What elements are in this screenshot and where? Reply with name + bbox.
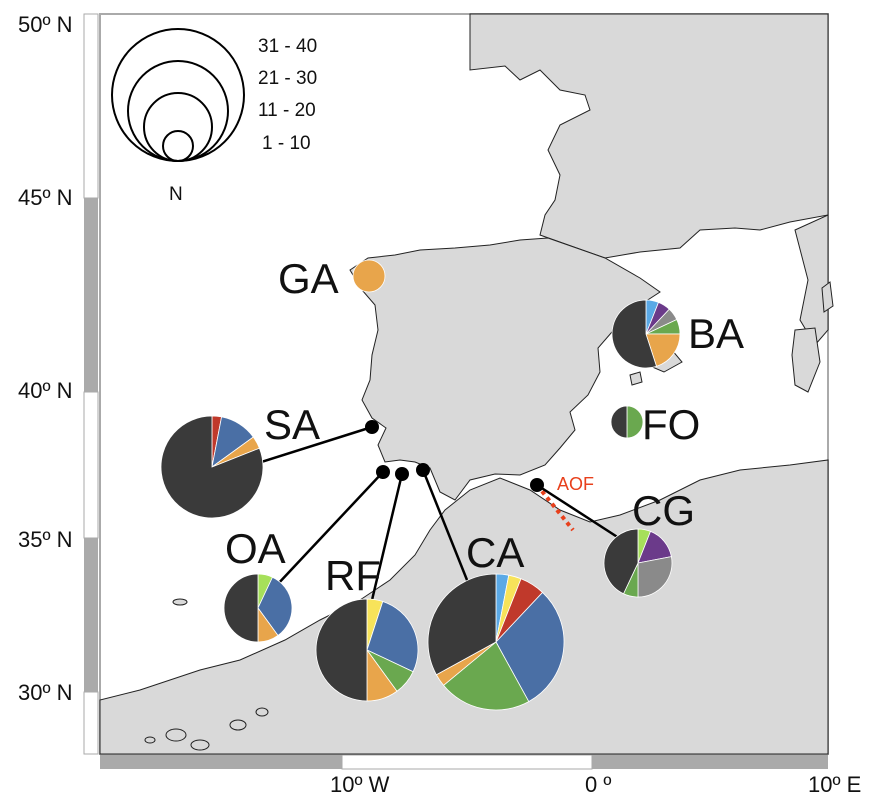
pie-slice-ca-4: [443, 641, 530, 711]
legend-circle-1-10: [162, 130, 194, 162]
site-dot-sa: [365, 420, 379, 434]
site-label-cg: CG: [632, 487, 695, 534]
landmass-france-north: [469, 13, 829, 259]
pie-slice-ga-0: [352, 259, 386, 293]
site-dots: [365, 420, 544, 492]
lat-label-40n: 40º N: [18, 378, 73, 403]
front-label-aof: AOF: [557, 474, 595, 494]
site-label-ca: CA: [466, 529, 525, 576]
pie-slice-sa-3: [160, 415, 264, 519]
connector-oa: [275, 471, 384, 587]
pie-sa: [160, 415, 264, 519]
pie-slice-oa-3: [223, 573, 259, 643]
site-label-sa: SA: [264, 401, 321, 448]
site-connectors: [235, 425, 623, 626]
site-label-ba: BA: [688, 310, 745, 357]
pie-slice-fo-0: [626, 405, 644, 439]
site-dot-ca: [416, 463, 430, 477]
legend-title: N: [169, 184, 183, 205]
site-dot-cg: [530, 478, 544, 492]
pie-slice-ba-4: [645, 333, 681, 367]
pie-ba: [611, 299, 681, 369]
legend-class-21-30: 21 - 30: [258, 68, 318, 89]
pie-slice-ca-3: [495, 591, 565, 703]
pie-slice-fo-1: [610, 405, 628, 439]
lat-axis-bar: [83, 13, 99, 755]
legend-class-31-40: 31 - 40: [258, 36, 318, 57]
landmass-ibiza: [629, 371, 643, 386]
site-dot-oa: [376, 465, 390, 479]
size-legend-circles: [111, 28, 245, 162]
almeria-oran-front-line: [535, 483, 575, 532]
legend-class-1-10: 1 - 10: [262, 133, 311, 154]
pie-oa: [223, 573, 293, 643]
lon-label-0: 0 º: [585, 772, 612, 797]
connector-cg: [536, 483, 623, 542]
site-label-ga: GA: [278, 255, 339, 302]
lat-label-35n: 35º N: [18, 527, 73, 552]
lat-label-45n: 45º N: [18, 185, 73, 210]
pie-slice-cg-4: [603, 528, 639, 595]
pie-slice-ca-6: [427, 573, 497, 676]
lon-label-10e: 10º E: [808, 772, 862, 797]
connector-rf: [370, 473, 404, 601]
lon-axis-bar: [100, 754, 828, 770]
pie-cg: [603, 528, 673, 598]
pie-slice-rf-1: [366, 600, 419, 673]
site-label-rf: RF: [325, 552, 381, 599]
pie-slice-rf-4: [315, 598, 368, 702]
pie-charts: [160, 259, 681, 711]
pie-ca: [427, 573, 565, 711]
landmass-sardinia: [791, 327, 821, 393]
landmass-canaries: [144, 707, 269, 751]
site-dot-rf: [395, 467, 409, 481]
site-label-fo: FO: [642, 401, 701, 448]
landmass-corsica: [821, 281, 834, 313]
pie-slice-ba-5: [611, 299, 658, 369]
pie-fo: [610, 405, 644, 439]
pie-slice-oa-1: [257, 576, 293, 637]
lon-label-10w: 10º W: [330, 772, 390, 797]
landmass-madeira: [172, 598, 188, 606]
landmass-iberia: [349, 237, 661, 501]
pie-ga: [352, 259, 386, 293]
lat-label-30n: 30º N: [18, 680, 73, 705]
lat-label-50n: 50º N: [18, 12, 73, 37]
pie-slice-cg-2: [637, 556, 673, 598]
legend-class-11-20: 11 - 20: [258, 100, 316, 121]
site-label-oa: OA: [225, 525, 286, 572]
pie-rf: [315, 598, 419, 702]
